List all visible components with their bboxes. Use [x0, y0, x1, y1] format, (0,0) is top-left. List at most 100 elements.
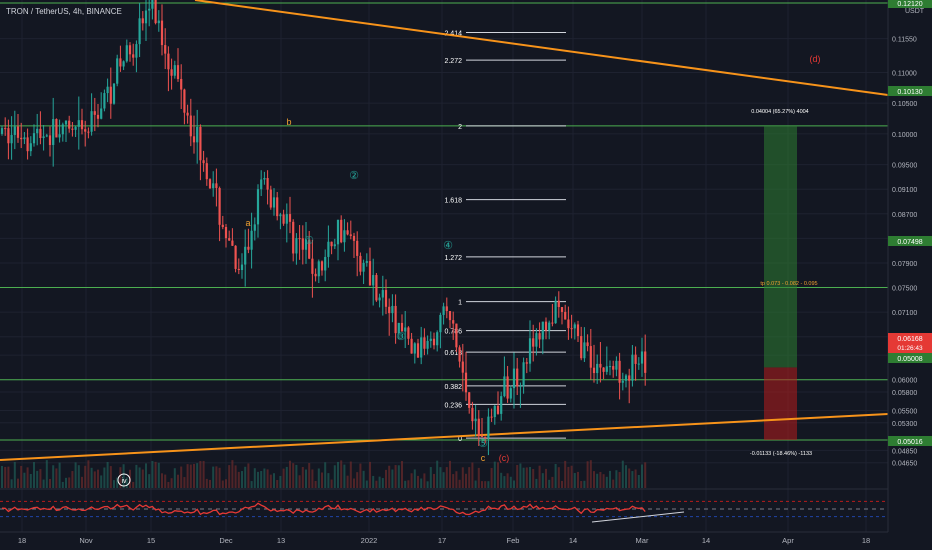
- time-tick-label[interactable]: 13: [277, 536, 285, 545]
- candle-body: [80, 120, 84, 130]
- price-axis[interactable]: 0.11550 0.11000 0.10500 0.10000 0.09500 0.091…: [887, 0, 932, 532]
- candle-body: [439, 314, 442, 333]
- wave-label: (d): [810, 54, 821, 64]
- candle-body: [458, 347, 461, 362]
- candle-body: [45, 135, 48, 137]
- volume-bar: [250, 481, 253, 488]
- price-badge: [888, 436, 932, 446]
- volume-bar: [167, 481, 170, 488]
- volume-bar: [186, 464, 189, 488]
- candle-body: [189, 115, 192, 137]
- volume-bar: [305, 469, 307, 488]
- candle-body: [58, 134, 61, 138]
- volume-bar: [93, 471, 96, 488]
- volume-bar: [180, 466, 183, 488]
- volume-bar: [378, 476, 381, 488]
- candle-body: [432, 338, 436, 346]
- time-tick-label[interactable]: Feb: [507, 536, 520, 545]
- time-tick-label[interactable]: 15: [147, 536, 155, 545]
- fib-level-label: 1.618: [444, 198, 462, 205]
- price-tick-label: 0.05300: [892, 421, 917, 428]
- candle-body: [567, 319, 570, 329]
- volume-bar: [308, 463, 311, 488]
- volume-bar: [349, 461, 352, 488]
- volume-bar: [564, 460, 567, 488]
- candle-body: [452, 320, 455, 324]
- candle-body: [276, 197, 279, 217]
- volume-bar: [13, 461, 16, 488]
- time-tick-label[interactable]: 2022: [361, 536, 378, 545]
- candle-body: [599, 363, 602, 368]
- candle-body: [404, 327, 407, 332]
- candle-body: [10, 134, 13, 144]
- candle-body: [304, 239, 308, 250]
- currency-label: USDT: [905, 8, 925, 15]
- candle-body: [288, 214, 292, 222]
- volume-bar: [266, 469, 269, 488]
- candle-body: [455, 323, 458, 348]
- volume-bar: [132, 481, 135, 488]
- volume-bar: [468, 467, 471, 488]
- trend-lines[interactable]: [0, 0, 889, 461]
- volume-bar: [327, 473, 330, 488]
- horizontal-levels[interactable]: [0, 2, 888, 441]
- candle-body: [468, 392, 471, 408]
- volume-bar: [157, 462, 160, 488]
- volume-bar: [273, 473, 275, 488]
- candle-body: [218, 188, 221, 225]
- candle-body: [253, 224, 256, 231]
- volume-bar: [455, 471, 458, 488]
- volume-bar: [333, 465, 336, 488]
- volume-bar: [193, 463, 195, 488]
- candle-body: [116, 58, 119, 84]
- time-tick-label[interactable]: 18: [18, 536, 26, 545]
- candle-body: [109, 86, 112, 104]
- fib-level-label: 1.272: [444, 255, 462, 262]
- time-tick-label[interactable]: Mar: [636, 536, 649, 545]
- candle-body: [64, 120, 68, 125]
- candle-body: [260, 179, 263, 190]
- candle-body: [615, 360, 618, 370]
- time-tick-label[interactable]: Nov: [79, 536, 93, 545]
- time-tick-label[interactable]: 14: [702, 536, 710, 545]
- volume-bar: [45, 460, 48, 488]
- time-tick-label[interactable]: 14: [569, 536, 577, 545]
- volume-bar: [330, 479, 333, 488]
- candle-body: [282, 214, 285, 224]
- candle-body: [74, 126, 77, 130]
- time-tick-label[interactable]: Dec: [219, 536, 233, 545]
- volume-bar: [596, 473, 599, 488]
- candle-body: [560, 307, 564, 312]
- time-tick-label[interactable]: 17: [438, 536, 446, 545]
- price-tick-label: 0.05500: [892, 408, 917, 415]
- volume-bar: [269, 474, 272, 488]
- time-tick-label[interactable]: 18: [862, 536, 870, 545]
- volume-bar: [474, 480, 477, 488]
- volume-bar: [113, 480, 115, 488]
- candle-body: [26, 137, 29, 152]
- candle-body: [429, 338, 432, 341]
- wave-label: b: [286, 117, 291, 127]
- candle-body: [352, 235, 356, 241]
- candle-body: [423, 337, 426, 349]
- candle-body: [631, 354, 634, 381]
- fib-level-label: 1: [458, 300, 462, 307]
- volume-bar: [381, 478, 384, 488]
- wave-labels: a b c (c) (d) ① ② ③ ④ ⑤ iv: [117, 54, 821, 487]
- candle-body: [573, 324, 576, 329]
- time-axis[interactable]: 18 Nov 15 Dec 13 2022 17 Feb 14 Mar 14 Apr 18: [0, 531, 932, 550]
- long-position-tool[interactable]: 0.04004 (65.27%) 4004 -0.01133 (-18.46%) …: [750, 109, 818, 457]
- volume-bar: [369, 461, 371, 488]
- price-badge-label: 0.12120: [897, 1, 922, 8]
- trendline-upper: [194, 0, 889, 96]
- time-tick-label[interactable]: Apr: [782, 536, 794, 545]
- volume-bar: [353, 478, 355, 488]
- volume-bar: [189, 464, 192, 488]
- candle-body: [480, 436, 484, 438]
- fib-level-label: 2.272: [444, 58, 462, 65]
- volume-bar: [551, 476, 554, 488]
- candle-body: [7, 128, 10, 144]
- volume-bar: [279, 475, 282, 488]
- volume-bar: [487, 481, 490, 488]
